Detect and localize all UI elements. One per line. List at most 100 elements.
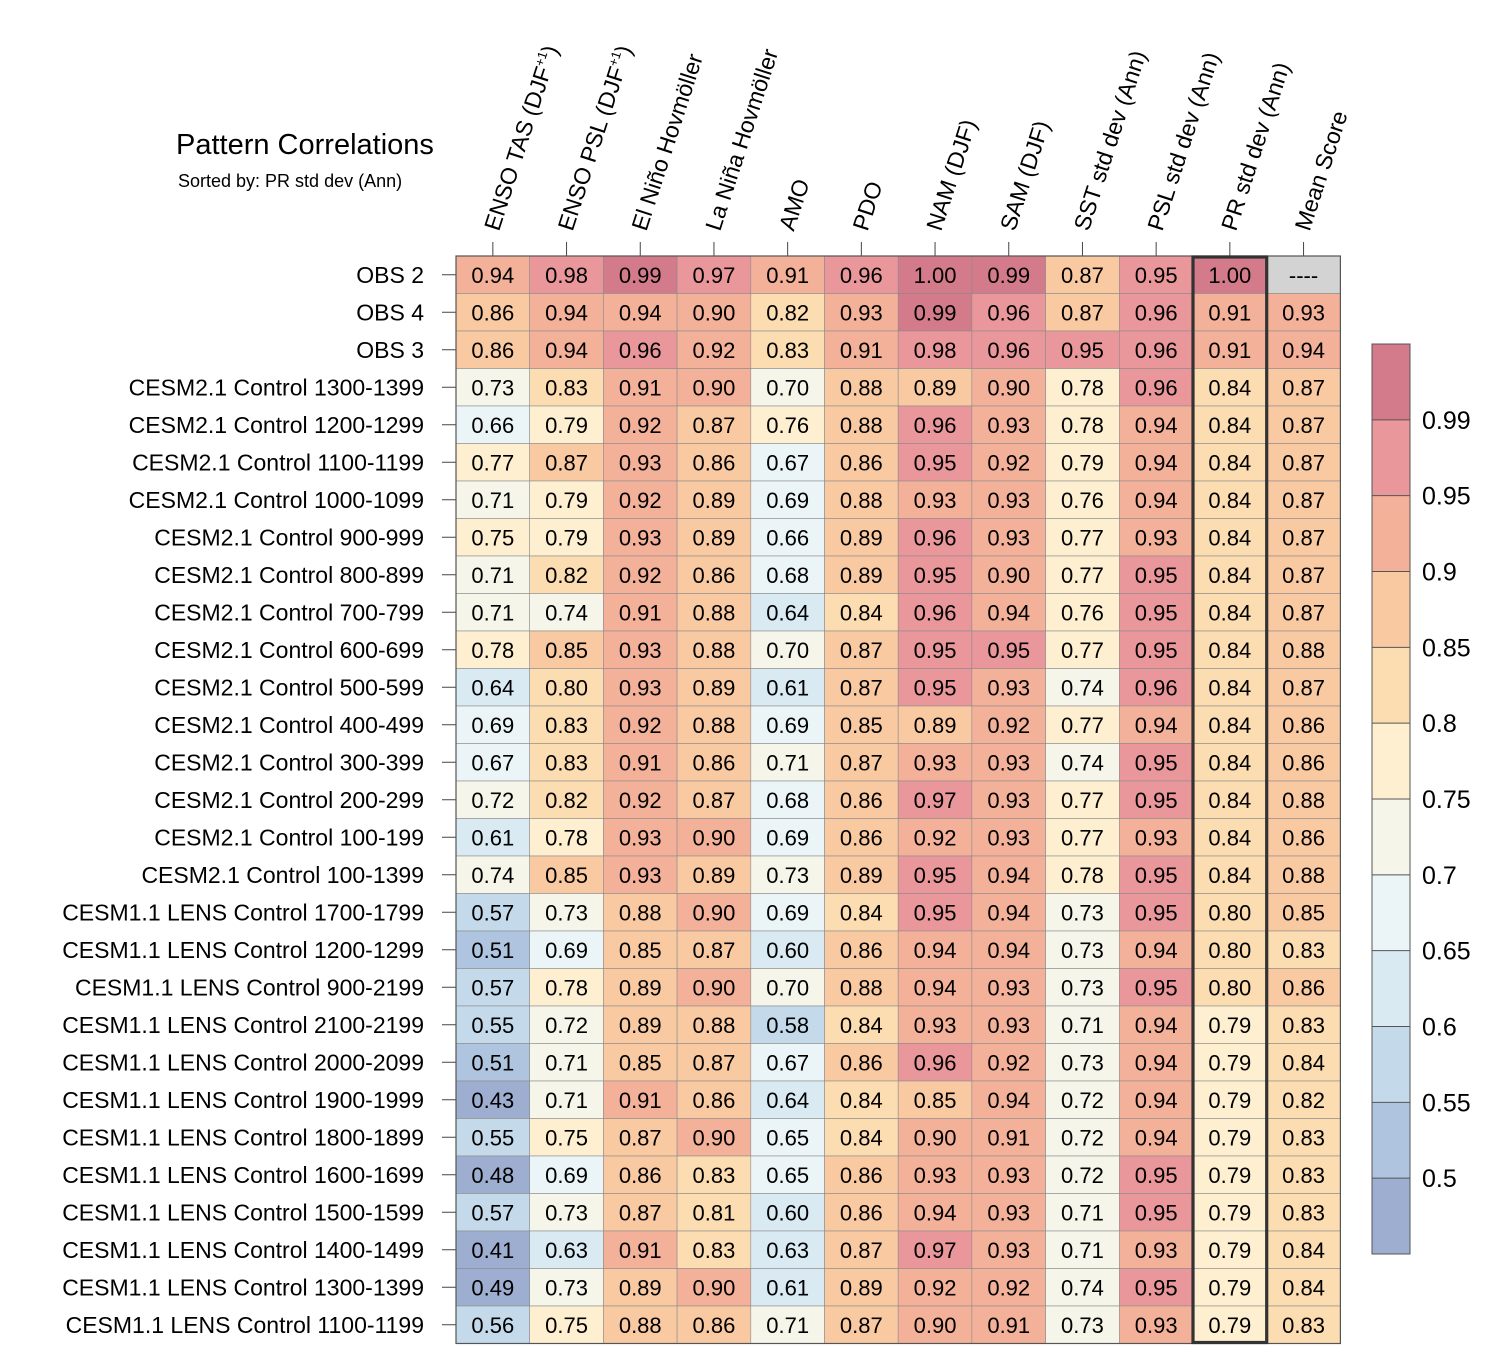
- cell-value-label: 0.92: [987, 1050, 1030, 1075]
- cell-value-label: 0.79: [1061, 450, 1104, 475]
- cell-value-label: 0.74: [1061, 1275, 1104, 1300]
- cell-value-label: 0.96: [914, 413, 957, 438]
- cell-value-label: 0.84: [1208, 413, 1251, 438]
- cell-value-label: 0.86: [840, 1200, 883, 1225]
- heatmap-cell: [529, 818, 604, 857]
- heatmap-cell: [897, 893, 973, 932]
- cell-value-label: 0.78: [1061, 413, 1104, 438]
- heatmap-cell: [603, 293, 678, 332]
- column-header: ENSO PSL (DJF+1): [553, 42, 637, 233]
- column-header: AMO: [774, 176, 815, 234]
- column-header: ENSO TAS (DJF+1): [479, 42, 563, 233]
- cell-value-label: 0.73: [1061, 1050, 1104, 1075]
- cell-value-label: 0.87: [1061, 263, 1104, 288]
- cell-value-label: 0.91: [987, 1313, 1030, 1338]
- cell-value-label: 0.77: [1061, 525, 1104, 550]
- cell-value-label: 0.89: [840, 863, 883, 888]
- cell-value-label: 0.79: [1208, 1200, 1251, 1225]
- cell-value-label: 0.88: [693, 1013, 736, 1038]
- cell-value-label: 0.94: [987, 938, 1030, 963]
- heatmap-cell: [897, 1230, 973, 1269]
- cell-value-label: 0.91: [619, 600, 662, 625]
- heatmap-cell: [1192, 480, 1267, 519]
- cell-value-label: 0.85: [1282, 900, 1325, 925]
- heatmap-cell: [603, 855, 678, 894]
- heatmap-cell: [603, 668, 678, 707]
- heatmap-cell: [897, 255, 973, 294]
- heatmap-cell: [1045, 818, 1120, 857]
- heatmap-cell: [897, 743, 973, 782]
- heatmap-cell: [603, 1193, 678, 1232]
- column-header: NAM (DJF): [921, 116, 981, 233]
- heatmap-cell: [529, 855, 604, 894]
- cell-value-label: 0.61: [471, 825, 514, 850]
- cell-value-label: 0.91: [619, 1238, 662, 1263]
- cell-value-label: 0.93: [987, 825, 1030, 850]
- cell-value-label: 0.71: [471, 563, 514, 588]
- cell-value-label: 0.92: [914, 1275, 957, 1300]
- cell-value-label: 0.84: [1208, 713, 1251, 738]
- cell-value-label: 0.78: [545, 825, 588, 850]
- heatmap-cell: [824, 368, 899, 407]
- cell-value-label: 0.91: [1208, 338, 1251, 363]
- cell-value-label: 0.86: [840, 1050, 883, 1075]
- cell-value-label: 0.69: [545, 1163, 588, 1188]
- cell-value-label: 0.78: [1061, 863, 1104, 888]
- heatmap-cell: [676, 855, 752, 894]
- heatmap-cell: [603, 255, 678, 294]
- heatmap-cell: [1045, 1155, 1120, 1194]
- heatmap-cell: [1119, 593, 1194, 632]
- cell-value-label: 0.79: [1208, 1238, 1251, 1263]
- cell-value-label: 0.87: [545, 450, 588, 475]
- colorbar: 0.5 0.55 0.6 0.65 0.7 0.75 0.8 0.85 0.9 0.95 0.99: [1371, 343, 1471, 1255]
- cell-value-label: 0.76: [766, 413, 809, 438]
- heatmap-cell: [897, 480, 973, 519]
- heatmap-cell: [603, 893, 678, 932]
- heatmap-cell: [897, 518, 973, 557]
- cell-value-label: 0.98: [914, 338, 957, 363]
- heatmap-cell: [1119, 1193, 1194, 1232]
- cell-value-label: 0.83: [693, 1238, 736, 1263]
- heatmap-cell: [455, 1155, 530, 1194]
- heatmap-cell: [455, 293, 530, 332]
- cell-value-label: 0.83: [1282, 1163, 1325, 1188]
- heatmap-cell: [971, 1043, 1046, 1082]
- heatmap-cell: [897, 668, 973, 707]
- heatmap-cell: [603, 1305, 678, 1344]
- cell-value-label: 0.57: [471, 975, 514, 1000]
- cell-value-label: 0.87: [1282, 675, 1325, 700]
- heatmap-cell: [529, 293, 604, 332]
- heatmap-cell: [676, 893, 752, 932]
- cell-value-label: 0.88: [693, 638, 736, 663]
- cell-value-label: 0.93: [987, 413, 1030, 438]
- cell-value-label: 0.64: [471, 675, 514, 700]
- cell-value-label: 0.96: [1135, 300, 1178, 325]
- heatmap-cell: [455, 1005, 530, 1044]
- heatmap-cell: [897, 630, 973, 669]
- heatmap-cell: [824, 480, 899, 519]
- heatmap-cell: [824, 1155, 899, 1194]
- cell-value-label: 0.94: [1135, 413, 1178, 438]
- column-header: Mean Score: [1290, 108, 1353, 234]
- cell-value-label: 0.75: [545, 1125, 588, 1150]
- cell-value-label: 0.78: [1061, 375, 1104, 400]
- cell-value-label: 0.87: [1061, 300, 1104, 325]
- heatmap-cell: [529, 330, 604, 369]
- heatmap-cell: [603, 330, 678, 369]
- cell-value-label: 0.84: [1208, 525, 1251, 550]
- column-header: PR std dev (Ann): [1216, 59, 1295, 234]
- cell-value-label: 0.75: [471, 525, 514, 550]
- heatmap-cell: [529, 443, 604, 482]
- cell-value-label: 0.79: [1208, 1313, 1251, 1338]
- cell-value-label: 0.84: [1282, 1238, 1325, 1263]
- cell-value-label: 0.72: [545, 1013, 588, 1038]
- heatmap-cell: [529, 593, 604, 632]
- cell-value-label: 0.79: [1208, 1125, 1251, 1150]
- cell-value-label: 0.91: [619, 750, 662, 775]
- cell-value-label: 0.92: [914, 825, 957, 850]
- heatmap-cell: [824, 630, 899, 669]
- cell-value-label: 0.63: [545, 1238, 588, 1263]
- cell-value-label: 0.93: [987, 975, 1030, 1000]
- heatmap-cell: [1192, 443, 1267, 482]
- heatmap-cell: [676, 518, 752, 557]
